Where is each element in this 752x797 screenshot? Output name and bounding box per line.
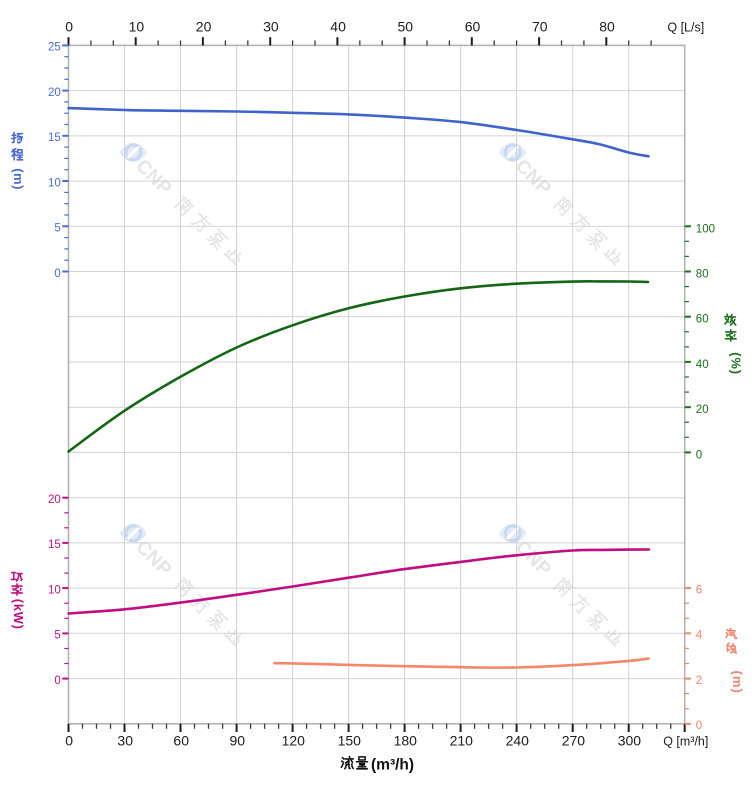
svg-text:5: 5: [54, 630, 60, 642]
svg-text:150: 150: [338, 733, 362, 749]
svg-text:0: 0: [65, 19, 73, 35]
svg-text:20: 20: [696, 404, 709, 416]
svg-text:120: 120: [282, 733, 306, 749]
svg-text:10: 10: [129, 19, 145, 35]
svg-text:4: 4: [696, 630, 703, 642]
svg-text:60: 60: [465, 19, 481, 35]
svg-text:0: 0: [54, 268, 60, 280]
svg-text:0: 0: [696, 720, 702, 732]
svg-text:80: 80: [599, 19, 615, 35]
svg-text:Q [m³/h]: Q [m³/h]: [663, 735, 708, 749]
svg-text:(m): (m): [730, 671, 745, 695]
svg-text:80: 80: [696, 269, 709, 281]
svg-text:0: 0: [696, 449, 702, 461]
svg-text:Q [L/s]: Q [L/s]: [667, 21, 704, 35]
svg-text:300: 300: [618, 733, 642, 749]
svg-text:40: 40: [696, 359, 709, 371]
svg-text:10: 10: [48, 584, 61, 596]
svg-text:60: 60: [173, 733, 189, 749]
svg-text:240: 240: [506, 733, 530, 749]
svg-text:20: 20: [48, 494, 61, 506]
svg-text:90: 90: [230, 733, 246, 749]
svg-text:210: 210: [450, 733, 474, 749]
svg-text:(m³/h): (m³/h): [371, 756, 414, 773]
svg-text:270: 270: [562, 733, 586, 749]
svg-text:0: 0: [65, 733, 73, 749]
svg-text:(%): (%): [728, 352, 743, 375]
svg-text:30: 30: [263, 19, 279, 35]
svg-text:70: 70: [532, 19, 548, 35]
svg-text:40: 40: [330, 19, 346, 35]
svg-text:2: 2: [696, 675, 702, 687]
svg-text:15: 15: [48, 132, 61, 144]
svg-text:20: 20: [196, 19, 212, 35]
svg-text:50: 50: [398, 19, 414, 35]
svg-text:15: 15: [48, 539, 61, 551]
svg-text:180: 180: [394, 733, 418, 749]
svg-text:60: 60: [696, 314, 709, 326]
svg-text:100: 100: [696, 223, 715, 235]
svg-text:10: 10: [48, 177, 61, 189]
svg-text:25: 25: [48, 42, 61, 54]
svg-text:6: 6: [696, 585, 702, 597]
svg-text:30: 30: [117, 733, 133, 749]
svg-text:0: 0: [54, 675, 60, 687]
svg-text:(m): (m): [11, 168, 26, 190]
svg-text:5: 5: [54, 223, 60, 235]
svg-text:(kW): (kW): [11, 599, 26, 630]
svg-text:20: 20: [48, 87, 61, 99]
